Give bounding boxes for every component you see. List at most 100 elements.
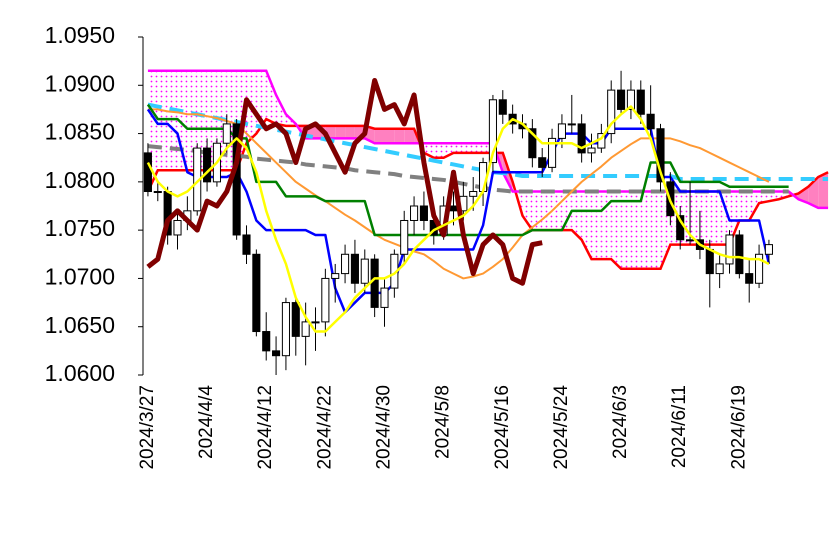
line-series bbox=[146, 103, 789, 237]
candle-body bbox=[607, 89, 616, 135]
x-tick-label: 2024/3/27 bbox=[137, 385, 158, 470]
cloud-segment bbox=[276, 94, 286, 126]
candle-body bbox=[764, 244, 773, 255]
candle-body bbox=[557, 123, 566, 139]
candle-body bbox=[567, 123, 576, 126]
line-series bbox=[146, 77, 543, 286]
y-tick-label: 1.0950 bbox=[45, 22, 115, 48]
candle-body bbox=[538, 157, 547, 168]
candle-body bbox=[636, 89, 645, 115]
cloud-segment bbox=[699, 191, 710, 245]
candle-body bbox=[281, 302, 290, 357]
cloud-segment bbox=[640, 191, 651, 269]
cloud-segment bbox=[394, 128, 405, 144]
cloud-segment bbox=[739, 191, 750, 221]
cloud-segment bbox=[157, 70, 168, 171]
line-layer bbox=[146, 102, 829, 314]
cloud-segment bbox=[463, 143, 474, 153]
candle-body bbox=[252, 253, 261, 333]
line-series bbox=[147, 108, 770, 280]
cloud-segment bbox=[492, 143, 503, 173]
candle-body bbox=[587, 147, 596, 154]
cloud-segment bbox=[404, 128, 415, 144]
cloud-segment bbox=[759, 191, 769, 204]
cloud-segment bbox=[433, 143, 444, 158]
cloud-segment bbox=[611, 191, 622, 269]
axis-layer: 1.0600 1.0650 1.0700 1.0750 1.0800 1.0850 1.09… bbox=[45, 22, 750, 469]
cloud-segment bbox=[335, 125, 346, 139]
candle-body bbox=[242, 234, 251, 255]
candle-body bbox=[301, 321, 310, 337]
candle-body bbox=[528, 128, 537, 159]
candle-body bbox=[321, 277, 330, 323]
cloud-segment bbox=[266, 70, 277, 124]
cloud-segment bbox=[719, 191, 730, 245]
candle-body bbox=[291, 302, 300, 337]
candle-body bbox=[350, 253, 359, 284]
line-series bbox=[146, 108, 771, 314]
cloud-segment bbox=[749, 191, 760, 221]
cloud-segment bbox=[384, 128, 395, 144]
cloud-segment bbox=[542, 191, 553, 231]
candle-body bbox=[725, 234, 734, 265]
candle-body bbox=[498, 99, 507, 115]
candle-body bbox=[686, 239, 695, 242]
cloud-segment bbox=[571, 191, 582, 240]
x-tick-label: 2024/4/4 bbox=[196, 385, 217, 459]
candle-body bbox=[735, 234, 744, 275]
cloud-segment bbox=[345, 125, 355, 139]
candle-body bbox=[153, 191, 162, 194]
candle-body bbox=[203, 147, 212, 183]
candle-body bbox=[419, 205, 428, 221]
cloud-segment bbox=[197, 70, 208, 171]
candle-body bbox=[222, 123, 231, 144]
y-tick-label: 1.0800 bbox=[45, 167, 115, 193]
cloud-segment bbox=[167, 70, 178, 171]
cloud-segment bbox=[729, 191, 740, 245]
candle-body bbox=[488, 99, 497, 164]
y-tick-label: 1.0700 bbox=[45, 264, 115, 290]
candle-body bbox=[656, 128, 665, 183]
candle-body bbox=[341, 253, 350, 275]
y-tick-label: 1.0600 bbox=[45, 360, 115, 386]
candle-body bbox=[143, 152, 152, 193]
candle-body bbox=[400, 219, 409, 255]
cloud-segment bbox=[690, 191, 700, 245]
candle-body bbox=[360, 258, 369, 284]
cloud-segment bbox=[522, 191, 533, 231]
cloud-segment bbox=[552, 191, 562, 231]
cloud-segment bbox=[473, 143, 484, 153]
y-tick-label: 1.0850 bbox=[45, 119, 115, 145]
candle-body bbox=[370, 258, 379, 308]
candle-body bbox=[410, 205, 419, 221]
y-tick-label: 1.0900 bbox=[45, 70, 115, 96]
cloud-segment bbox=[650, 191, 661, 269]
x-tick-label: 2024/5/24 bbox=[551, 385, 572, 470]
candle-body bbox=[331, 273, 340, 279]
candle-body bbox=[262, 331, 271, 352]
line-series bbox=[146, 105, 770, 333]
x-tick-label: 2024/6/3 bbox=[610, 385, 631, 459]
candle-body bbox=[646, 113, 655, 130]
x-tick-label: 2024/4/22 bbox=[314, 385, 335, 470]
candle-body bbox=[380, 287, 389, 308]
cloud-segment bbox=[374, 128, 385, 144]
x-tick-label: 2024/4/30 bbox=[374, 385, 395, 470]
cloud-segment bbox=[187, 70, 198, 171]
line-layer-front bbox=[146, 77, 770, 333]
y-tick-label: 1.0750 bbox=[45, 215, 115, 241]
x-tick-label: 2024/5/8 bbox=[433, 385, 454, 459]
cloud-segment bbox=[591, 191, 602, 260]
cloud-segment bbox=[561, 191, 572, 231]
candle-body bbox=[705, 248, 714, 275]
candle-body bbox=[617, 89, 626, 110]
candle-body bbox=[755, 253, 764, 284]
candle-body bbox=[469, 191, 478, 197]
x-tick-label: 2024/4/12 bbox=[255, 385, 276, 470]
candle-body bbox=[626, 89, 635, 110]
cloud-segment bbox=[512, 181, 523, 216]
line-series bbox=[147, 102, 829, 181]
x-tick-label: 2024/6/11 bbox=[669, 385, 690, 468]
